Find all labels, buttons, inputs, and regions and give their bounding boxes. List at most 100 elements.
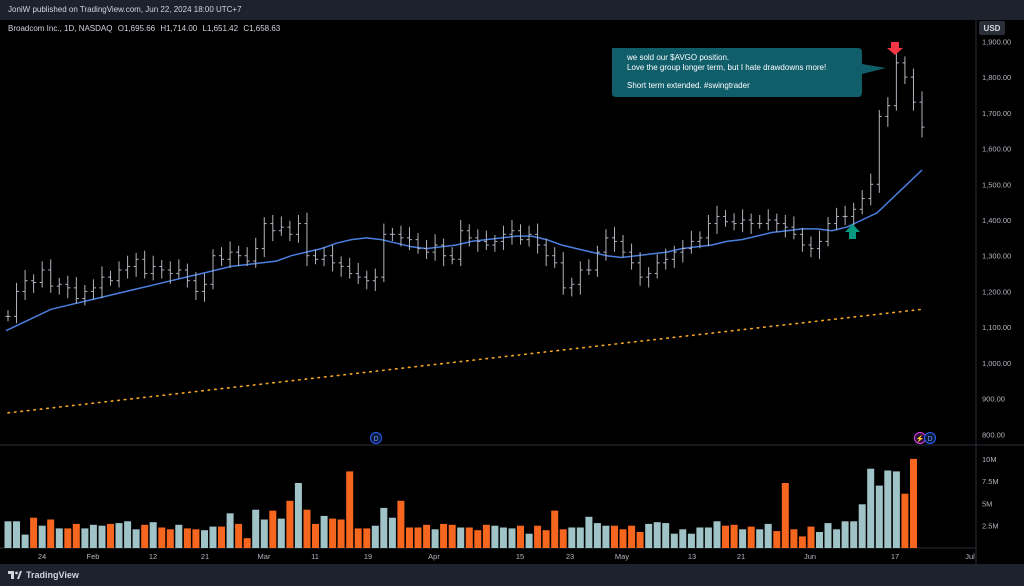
legend-o-label: O bbox=[118, 24, 124, 33]
volume-bar-82 bbox=[704, 527, 712, 548]
chart-area[interactable]: Broadcom Inc., 1D, NASDAQ O1,695.66 H1,7… bbox=[0, 20, 1024, 564]
price-axis[interactable]: 1,900.00 1,800.00 1,700.00 1,600.00 1,500.00… bbox=[982, 37, 1011, 439]
volume-bar-68 bbox=[585, 516, 593, 548]
price-axis-label: 1,300.00 bbox=[982, 252, 1011, 261]
volume-bar-25 bbox=[218, 526, 225, 548]
volume-bar-74 bbox=[636, 532, 644, 548]
volume-bar-37 bbox=[320, 515, 328, 548]
legend-low: 1,651.42 bbox=[207, 24, 239, 33]
volume-bar-9 bbox=[81, 528, 89, 548]
time-axis-label: 21 bbox=[737, 552, 745, 561]
volume-bar-18 bbox=[158, 527, 166, 548]
symbol-legend: Broadcom Inc., 1D, NASDAQ O1,695.66 H1,7… bbox=[8, 24, 281, 33]
volume-bar-86 bbox=[739, 529, 747, 548]
volume-bar-76 bbox=[653, 522, 661, 548]
time-axis-label: 21 bbox=[201, 552, 209, 561]
time-axis-label: 12 bbox=[149, 552, 157, 561]
volume-bar-91 bbox=[781, 483, 789, 548]
volume-bar-14 bbox=[124, 521, 132, 548]
volume-bar-35 bbox=[303, 509, 311, 548]
volume-bar-30 bbox=[260, 519, 268, 548]
legend-close: 1,658.63 bbox=[249, 24, 281, 33]
time-axis-label: Jun bbox=[804, 552, 816, 561]
volume-bar-29 bbox=[252, 509, 260, 548]
volume-bar-93 bbox=[798, 536, 806, 548]
tradingview-brand[interactable]: TradingView bbox=[8, 564, 79, 586]
price-axis-label: 1,600.00 bbox=[982, 145, 1011, 154]
volume-bar-11 bbox=[98, 525, 106, 548]
volume-bar-31 bbox=[269, 510, 277, 548]
time-axis-label: Apr bbox=[428, 552, 440, 561]
currency-button[interactable]: USD bbox=[979, 21, 1005, 35]
volume-bar-53 bbox=[457, 527, 465, 548]
volume-bar-12 bbox=[107, 523, 114, 548]
volume-bar-66 bbox=[568, 527, 576, 548]
volume-bar-20 bbox=[175, 524, 183, 548]
dividend-event-marker-2[interactable]: D bbox=[924, 432, 936, 444]
volume-bar-75 bbox=[645, 523, 653, 548]
time-axis-label: Mar bbox=[258, 552, 271, 561]
volume-bar-28 bbox=[243, 538, 251, 548]
time-axis-label: 24 bbox=[38, 552, 46, 561]
volume-bar-77 bbox=[662, 523, 670, 548]
short-moving-average bbox=[5, 169, 923, 332]
volume-bar-85 bbox=[730, 524, 738, 548]
volume-bar-88 bbox=[756, 529, 764, 548]
price-axis-label: 1,100.00 bbox=[982, 323, 1011, 332]
published-by-text: JoniW published on TradingView.com, Jun … bbox=[8, 5, 242, 14]
callout-bubble bbox=[612, 48, 886, 97]
volume-axis[interactable]: 10M 7.5M 5M 2.5M bbox=[982, 455, 999, 531]
buy-arrow-icon[interactable] bbox=[845, 224, 860, 239]
volume-bar-0 bbox=[4, 521, 12, 548]
chart-svg[interactable]: Broadcom Inc., 1D, NASDAQ O1,695.66 H1,7… bbox=[0, 20, 1024, 564]
volume-bars bbox=[4, 458, 917, 548]
currency-label: USD bbox=[984, 24, 1001, 33]
volume-bar-15 bbox=[132, 529, 140, 548]
volume-bar-17 bbox=[149, 522, 157, 548]
volume-bar-83 bbox=[713, 521, 721, 548]
volume-bar-5 bbox=[47, 519, 55, 548]
sell-arrow-icon[interactable] bbox=[887, 42, 903, 55]
volume-bar-90 bbox=[773, 531, 781, 548]
time-axis[interactable]: 24 Feb 12 21 Mar 11 19 Apr 15 23 May 13 21 Jun 17 Jul bbox=[38, 552, 975, 561]
volume-bar-21 bbox=[183, 528, 191, 548]
volume-bar-105 bbox=[901, 493, 909, 548]
volume-bar-98 bbox=[841, 521, 849, 548]
volume-bar-79 bbox=[679, 529, 687, 548]
annotation-callout[interactable]: we sold our $AVGO position. Love the gro… bbox=[612, 48, 886, 97]
volume-bar-78 bbox=[670, 533, 678, 548]
volume-bar-3 bbox=[30, 517, 38, 548]
volume-bar-1 bbox=[13, 521, 20, 548]
time-axis-label: 11 bbox=[311, 552, 319, 561]
long-moving-average bbox=[7, 308, 923, 414]
volume-bar-44 bbox=[380, 507, 388, 548]
volume-bar-36 bbox=[312, 523, 319, 548]
split-event-marker[interactable]: ⚡ bbox=[914, 432, 926, 444]
volume-bar-51 bbox=[440, 523, 448, 548]
volume-bar-80 bbox=[687, 533, 695, 548]
volume-bar-48 bbox=[414, 527, 422, 548]
publish-bar: JoniW published on TradingView.com, Jun … bbox=[0, 0, 1024, 20]
volume-bar-57 bbox=[491, 525, 499, 548]
legend-h-label: H bbox=[160, 24, 166, 33]
volume-bar-2 bbox=[21, 534, 29, 548]
volume-bar-71 bbox=[611, 525, 618, 548]
volume-bar-19 bbox=[166, 529, 174, 548]
volume-bar-87 bbox=[747, 526, 755, 548]
volume-bar-73 bbox=[628, 525, 636, 548]
dividend-event-marker[interactable]: D bbox=[370, 432, 382, 444]
price-axis-label: 1,500.00 bbox=[982, 180, 1011, 189]
volume-bar-100 bbox=[858, 504, 866, 548]
volume-bar-89 bbox=[764, 523, 772, 548]
volume-bar-26 bbox=[226, 513, 234, 548]
volume-bar-47 bbox=[406, 527, 413, 548]
volume-bar-10 bbox=[89, 524, 97, 548]
legend-symbol: Broadcom Inc., 1D, NASDAQ bbox=[8, 24, 112, 33]
volume-bar-63 bbox=[542, 530, 550, 548]
volume-bar-41 bbox=[354, 528, 362, 548]
volume-bar-16 bbox=[141, 524, 149, 548]
volume-bar-34 bbox=[294, 483, 302, 548]
legend-open: 1,695.66 bbox=[124, 24, 156, 33]
long-ma-line bbox=[7, 308, 923, 414]
volume-bar-81 bbox=[696, 527, 704, 548]
